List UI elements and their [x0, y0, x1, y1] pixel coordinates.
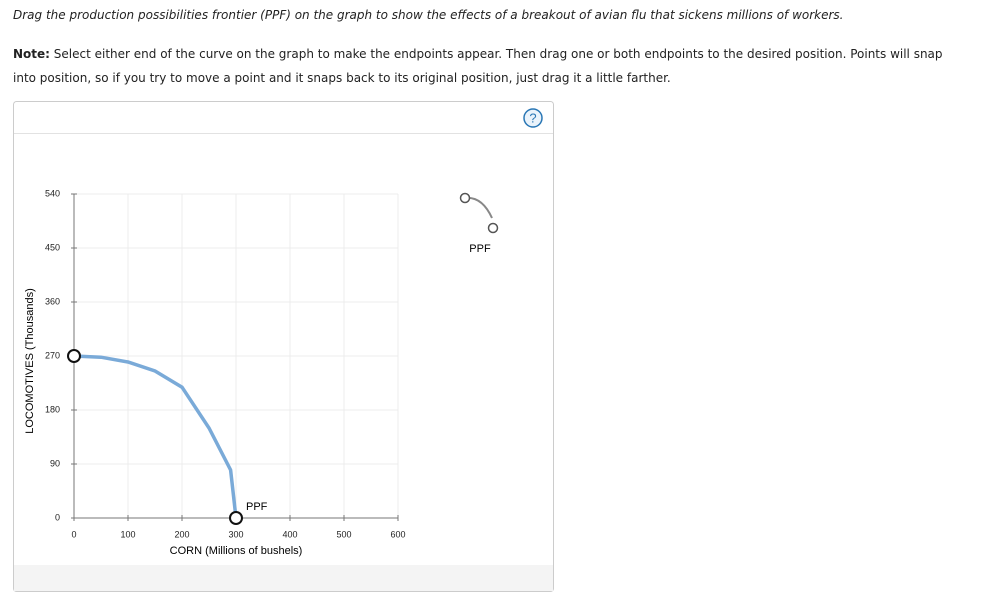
legend-tool-label[interactable]: PPF: [469, 243, 491, 255]
instruction: Drag the production possibilities fronti…: [13, 8, 844, 22]
legend-tool-endpoint[interactable]: [459, 192, 471, 204]
y-tick-label: 0: [55, 512, 60, 522]
ppf-endpoint[interactable]: [67, 349, 81, 363]
x-tick-label: 200: [174, 529, 189, 539]
y-tick-label: 540: [45, 188, 60, 198]
note-label: Note:: [13, 47, 50, 61]
plot: 0 100 200 300 400 500 600 0 90 180 270 360 450 540 COR…: [24, 188, 499, 557]
x-tick-label: 0: [71, 529, 76, 539]
y-tick-label: 270: [45, 350, 60, 360]
y-axis-title: LOCOMOTIVES (Thousands): [24, 288, 36, 434]
curve-label: PPF: [246, 501, 268, 513]
y-tick-label: 360: [45, 296, 60, 306]
ppf-curve[interactable]: [73, 354, 238, 519]
help-icon[interactable]: ?: [529, 110, 536, 125]
y-tick-label: 450: [45, 242, 60, 252]
x-tick-label: 300: [228, 529, 243, 539]
y-tick-label: 180: [45, 404, 60, 414]
x-tick-label: 100: [120, 529, 135, 539]
ppf-endpoint[interactable]: [229, 511, 243, 525]
note-text: Select either end of the curve on the gr…: [13, 47, 943, 85]
x-tick-label: 600: [390, 529, 405, 539]
y-tick-label: 90: [50, 458, 60, 468]
legend-tool-endpoint[interactable]: [487, 222, 499, 234]
x-tick-label: 500: [336, 529, 351, 539]
x-axis-title: CORN (Millions of bushels): [170, 545, 303, 557]
help-button[interactable]: [523, 108, 543, 128]
panel-frame: [13, 101, 554, 592]
note: Note: Select either end of the curve on …: [13, 42, 943, 90]
panel-footer: [14, 565, 553, 591]
x-tick-label: 400: [282, 529, 297, 539]
